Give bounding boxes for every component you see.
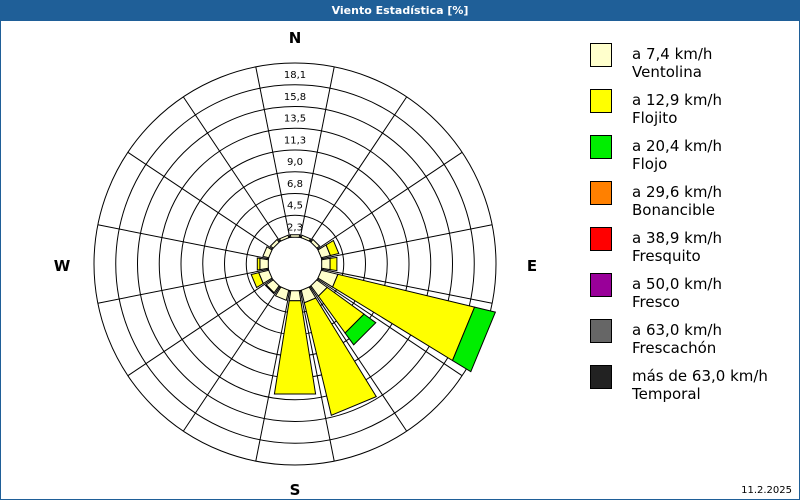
legend-speed: más de 63,0 km/h [632, 367, 768, 385]
sector-sse-flojito [303, 297, 378, 416]
legend-speed: a 63,0 km/h [632, 321, 722, 339]
sector-ssw-ventolina [274, 286, 290, 301]
legend-name: Temporal [632, 385, 701, 403]
sector-se-flojo [344, 313, 377, 346]
grid-spoke [255, 66, 291, 238]
grid-ring [93, 62, 497, 466]
legend-name: Frescachón [632, 339, 717, 357]
grid-spoke [299, 290, 335, 462]
sector-ne-ventolina [310, 238, 321, 249]
grid-spoke [309, 96, 408, 242]
grid-ring [158, 127, 432, 401]
legend-name: Fresco [632, 293, 680, 311]
legend: a 7,4 km/h Ventolina a 12,9 km/h Flojito… [589, 42, 794, 410]
legend-swatch-flojito [590, 89, 612, 113]
window-title: Viento Estadística [%] [1, 1, 799, 21]
grid-spoke [97, 224, 269, 260]
sector-e-flojito [329, 256, 338, 272]
sector-nnw-ventolina [278, 234, 290, 242]
legend-item-frescachon: a 63,0 km/h Frescachón [589, 318, 794, 364]
ring-label: 2,3 [287, 222, 303, 233]
grid-spoke [255, 290, 291, 462]
legend-item-fresquito: a 38,9 km/h Fresquito [589, 226, 794, 272]
legend-name: Flojito [632, 109, 678, 127]
grid-spoke [309, 286, 408, 432]
legend-item-bonancible: a 29,6 km/h Bonancible [589, 180, 794, 226]
grid-ring [115, 84, 475, 444]
date-stamp: 11.2.2025 [741, 485, 792, 496]
legend-item-temporal: más de 63,0 km/h Temporal [589, 364, 794, 410]
ring-label: 13,5 [284, 114, 306, 125]
legend-swatch-flojo [590, 135, 612, 159]
ring-label: 18,1 [284, 70, 306, 81]
grid-spoke [127, 278, 273, 377]
grid-spoke [182, 286, 281, 432]
grid-ring [137, 106, 453, 422]
grid-spoke [321, 268, 493, 304]
ring-label: 11,3 [284, 135, 306, 146]
sector-wsw-flojito [250, 272, 264, 289]
ring-label: 4,5 [287, 201, 303, 212]
legend-swatch-bonancible [590, 181, 612, 205]
legend-item-flojo: a 20,4 km/h Flojo [589, 134, 794, 180]
legend-swatch-fresco [590, 273, 612, 297]
sector-nne-ventolina [300, 234, 312, 242]
legend-name: Flojo [632, 155, 668, 173]
legend-swatch-temporal [590, 365, 612, 389]
grid-spoke [321, 224, 493, 260]
compass-w: W [54, 257, 71, 275]
legend-swatch-fresquito [590, 227, 612, 251]
grid-spoke [127, 151, 273, 250]
grid-spoke [97, 268, 269, 304]
compass-e: E [527, 257, 537, 275]
sector-sw-flojito [264, 284, 275, 295]
legend-item-ventolina: a 7,4 km/h Ventolina [589, 42, 794, 88]
sector-wnw-ventolina [262, 246, 273, 259]
compass-s: S [290, 481, 301, 499]
legend-swatch-frescachon [590, 319, 612, 343]
legend-item-fresco: a 50,0 km/h Fresco [589, 272, 794, 318]
legend-speed: a 12,9 km/h [632, 91, 722, 109]
grid-spoke [299, 66, 335, 238]
ring-label: 6,8 [287, 179, 303, 190]
sector-s-flojito [273, 300, 317, 395]
sector-s-ventolina [288, 290, 302, 302]
ring-label: 15,8 [284, 92, 306, 103]
ring-label: 9,0 [287, 157, 303, 168]
legend-name: Fresquito [632, 247, 701, 265]
compass-n: N [289, 29, 302, 47]
grid-spoke [182, 96, 281, 242]
legend-speed: a 50,0 km/h [632, 275, 722, 293]
sector-nw-ventolina [269, 238, 280, 249]
sector-w-ventolina [259, 257, 269, 271]
sector-ene-flojito [325, 239, 340, 257]
sector-ese-flojo [451, 306, 497, 373]
grid-spoke [317, 151, 463, 250]
legend-speed: a 29,6 km/h [632, 183, 722, 201]
legend-speed: a 20,4 km/h [632, 137, 722, 155]
legend-speed: a 7,4 km/h [632, 45, 713, 63]
legend-name: Bonancible [632, 201, 716, 219]
sector-w-flojito [256, 257, 261, 271]
legend-name: Ventolina [632, 63, 702, 81]
legend-swatch-ventolina [590, 43, 612, 67]
legend-item-flojito: a 12,9 km/h Flojito [589, 88, 794, 134]
grid-spoke [317, 278, 463, 377]
sector-n-ventolina [289, 234, 301, 238]
sector-e-ventolina [321, 257, 331, 271]
legend-speed: a 38,9 km/h [632, 229, 722, 247]
